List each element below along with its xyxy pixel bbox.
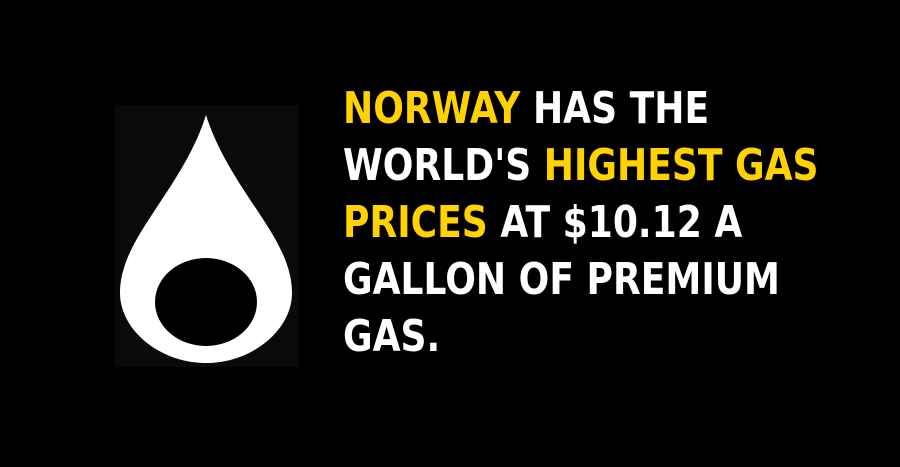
- fact-headline: NORWAY HAS THE WORLD'S HIGHEST GAS PRICE…: [343, 80, 819, 365]
- highlight-phrase: HIGHEST GAS: [543, 140, 819, 191]
- fact-line-3-rest: AT $10.12 A: [487, 197, 743, 248]
- highlight-country: NORWAY: [343, 83, 521, 134]
- fact-line-1: NORWAY HAS THE: [343, 80, 786, 137]
- fact-line-4: GALLON OF PREMIUM: [343, 254, 780, 305]
- fact-line-1-rest: HAS THE: [520, 83, 710, 134]
- fact-line-2-lead: WORLD'S: [343, 140, 544, 191]
- highlight-prices: PRICES: [343, 197, 488, 248]
- fact-line-3: PRICES AT $10.12 A: [343, 194, 786, 251]
- fact-line-5: GAS.: [343, 311, 441, 362]
- oil-drop-icon: [120, 115, 292, 363]
- fact-line-2: WORLD'S HIGHEST GAS: [343, 137, 819, 194]
